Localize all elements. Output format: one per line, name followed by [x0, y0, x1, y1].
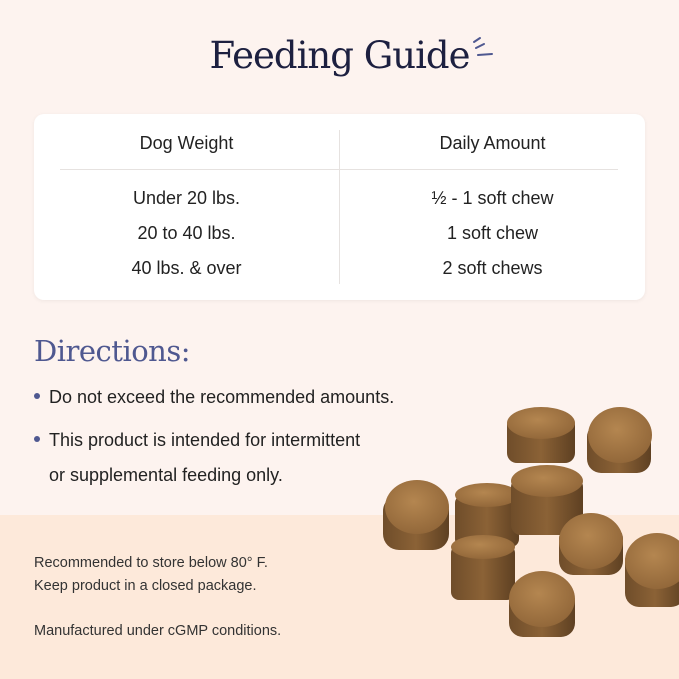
page-title: Feeding Guide: [209, 34, 470, 77]
direction-item: Do not exceed the recommended amounts.: [34, 380, 394, 415]
directions-heading: Directions:: [34, 334, 191, 368]
chew: [511, 465, 583, 535]
feeding-table: Dog Weight Under 20 lbs. 20 to 40 lbs. 4…: [34, 114, 645, 300]
chew: [587, 407, 652, 473]
storage-note: Keep product in a closed package.: [34, 578, 257, 594]
chew: [559, 513, 623, 575]
storage-note: Recommended to store below 80° F.: [34, 555, 268, 571]
column-header-daily-amount: Daily Amount: [439, 133, 546, 153]
column-divider: [339, 130, 340, 284]
table-cell: ½ - 1 soft chew: [431, 188, 554, 208]
chew: [455, 483, 519, 547]
chew: [507, 407, 575, 463]
sparkle-accent-icon: [473, 37, 493, 56]
table-cell: 20 to 40 lbs.: [137, 223, 236, 243]
chew: [383, 480, 449, 550]
chew: [509, 571, 575, 637]
table-cell: Under 20 lbs.: [132, 188, 241, 208]
table-cell: 2 soft chews: [442, 258, 543, 278]
bullet-icon: [34, 436, 40, 443]
direction-item: This product is intended for intermitten…: [34, 423, 360, 493]
header-divider: [60, 169, 618, 170]
chew: [451, 535, 515, 600]
bullet-icon: [34, 393, 40, 400]
column-header-dog-weight: Dog Weight: [139, 133, 234, 153]
manufacturing-note: Manufactured under cGMP conditions.: [34, 623, 282, 639]
chew: [625, 533, 679, 607]
soft-chews-image: [383, 407, 679, 637]
table-cell: 40 lbs. & over: [131, 258, 242, 278]
table-cell: 1 soft chew: [446, 223, 539, 243]
